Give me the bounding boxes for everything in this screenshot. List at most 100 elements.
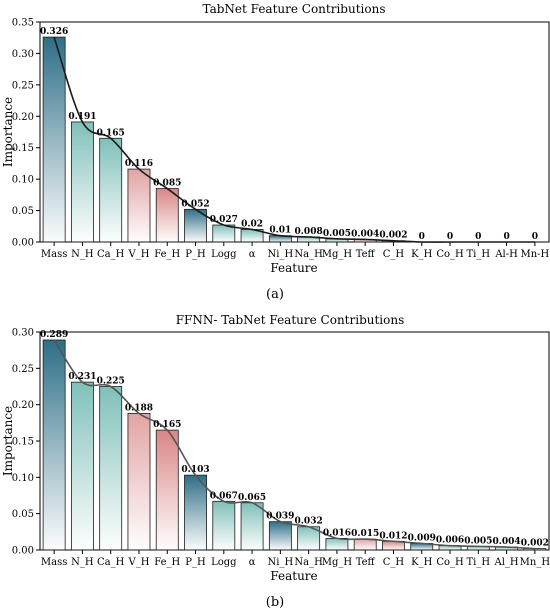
bar-value-label: 0.009 xyxy=(408,533,436,543)
x-tick-label: Ca_H xyxy=(97,557,125,568)
bar xyxy=(212,500,236,551)
x-tick-label: Na_H xyxy=(294,557,323,568)
bar-value-label: 0.289 xyxy=(40,330,68,340)
x-tick-label: Ti_H xyxy=(467,249,491,260)
bar-value-label: 0.002 xyxy=(379,231,407,241)
bar-value-label: 0.165 xyxy=(153,420,181,430)
y-axis-label: Importance xyxy=(1,406,15,476)
panel-caption: (a) xyxy=(266,287,284,302)
chart-tabnet: TabNet Feature Contributions 0.00 0.05 0.1… xyxy=(1,2,550,302)
bar-value-label: 0.01 xyxy=(269,226,291,236)
x-tick-label: Ni_H xyxy=(268,557,294,568)
bar xyxy=(325,537,349,551)
x-tick-label: P_H xyxy=(185,557,206,568)
bar-value-label: 0 xyxy=(447,232,453,242)
bar xyxy=(353,538,377,551)
x-tick-label: K_H xyxy=(411,249,432,260)
bar xyxy=(127,168,151,243)
x-tick-label: P_H xyxy=(185,249,206,260)
bar-value-label: 0.188 xyxy=(125,403,153,413)
chart-ffnn-tabnet: FFNN- TabNet Feature Contributions 0.00 0… xyxy=(1,313,550,610)
y-axis-ticks: 0.00 0.05 0.10 0.15 0.20 0.25 0.30 xyxy=(12,328,40,557)
x-tick-label: Logg xyxy=(211,557,237,568)
bar-value-label: 0.326 xyxy=(40,27,68,37)
bar-value-label: 0.225 xyxy=(97,377,125,387)
bar-value-label: 0.116 xyxy=(125,159,153,169)
bar-value-label: 0.085 xyxy=(153,179,181,189)
bar-value-label: 0.052 xyxy=(181,199,209,209)
bar-value-label: 0.032 xyxy=(295,517,323,527)
bars xyxy=(42,339,547,551)
bar xyxy=(70,381,94,551)
x-tick-label: Mass xyxy=(41,557,67,568)
bar xyxy=(155,429,179,551)
y-tick-label: 0.30 xyxy=(12,49,34,60)
bar-value-label: 0.005 xyxy=(464,536,492,546)
x-tick-label: Al_H xyxy=(494,557,519,568)
x-tick-label: α xyxy=(249,249,256,260)
x-tick-label: C_H xyxy=(383,557,405,568)
x-tick-label: Mg_H xyxy=(322,557,353,568)
bar-value-label: 0.008 xyxy=(295,227,323,237)
y-tick-label: 0.20 xyxy=(12,400,34,411)
x-tick-label: Fe_H xyxy=(154,557,180,568)
bar-value-label: 0.004 xyxy=(492,537,520,547)
y-tick-label: 0.20 xyxy=(12,112,34,123)
x-tick-label: Teff xyxy=(356,557,376,568)
x-tick-label: Teff xyxy=(356,249,376,260)
y-tick-label: 0.00 xyxy=(12,546,34,557)
bar xyxy=(268,521,292,551)
x-tick-label: Mn_H xyxy=(520,557,550,568)
x-tick-label: Al-H xyxy=(494,249,518,260)
bar-value-label: 0 xyxy=(532,232,538,242)
x-tick-label: α xyxy=(249,557,256,568)
x-tick-label: Ti_H xyxy=(467,557,491,568)
bar xyxy=(155,188,179,243)
bar-value-label: 0 xyxy=(419,232,425,242)
x-tick-label: V_H xyxy=(127,249,149,260)
bar xyxy=(127,412,151,551)
y-axis-label: Importance xyxy=(1,97,15,167)
x-tick-label: Mass xyxy=(41,249,67,260)
x-tick-label: Ni_H xyxy=(268,249,294,260)
bar-value-label: 0.002 xyxy=(521,539,549,549)
trend-line xyxy=(53,36,535,243)
y-tick-label: 0.10 xyxy=(12,473,34,484)
bar xyxy=(42,339,66,551)
bar-value-label: 0.012 xyxy=(379,531,407,541)
bar-value-label: 0.005 xyxy=(323,229,351,239)
chart-title: FFNN- TabNet Feature Contributions xyxy=(176,313,405,327)
bar-value-label: 0.165 xyxy=(97,128,125,138)
bar xyxy=(240,502,264,551)
panel-caption: (b) xyxy=(266,595,284,610)
bar-value-label: 0.006 xyxy=(436,536,464,546)
y-tick-label: 0.15 xyxy=(12,437,34,448)
bar-value-label: 0.065 xyxy=(238,493,266,503)
y-tick-label: 0.25 xyxy=(12,80,34,91)
x-tick-label: N_H xyxy=(71,557,94,568)
x-tick-label: C_H xyxy=(383,249,405,260)
y-tick-label: 0.35 xyxy=(12,18,34,29)
bar xyxy=(70,121,94,243)
bar-value-label: 0.016 xyxy=(323,528,351,538)
bar-value-label: 0.015 xyxy=(351,529,379,539)
y-tick-label: 0.15 xyxy=(12,143,34,154)
bar xyxy=(42,36,66,243)
x-tick-label: V_H xyxy=(127,557,149,568)
bar-value-label: 0.039 xyxy=(266,512,294,522)
chart-title: TabNet Feature Contributions xyxy=(203,2,386,16)
y-tick-label: 0.05 xyxy=(12,509,34,520)
x-tick-label: Mn-H xyxy=(520,249,549,260)
y-axis-ticks: 0.00 0.05 0.10 0.15 0.20 0.25 0.30 0.35 xyxy=(12,18,40,249)
x-axis-label: Feature xyxy=(270,261,317,275)
x-tick-label: Logg xyxy=(211,249,237,260)
bar-value-label: 0 xyxy=(503,232,509,242)
bar-value-label: 0.027 xyxy=(210,215,238,225)
x-tick-label: K_H xyxy=(411,557,432,568)
x-tick-label: Mg_H xyxy=(322,249,353,260)
bar-value-label: 0.103 xyxy=(181,465,209,475)
bar-value-label: 0.02 xyxy=(241,219,263,229)
bar xyxy=(99,386,123,551)
